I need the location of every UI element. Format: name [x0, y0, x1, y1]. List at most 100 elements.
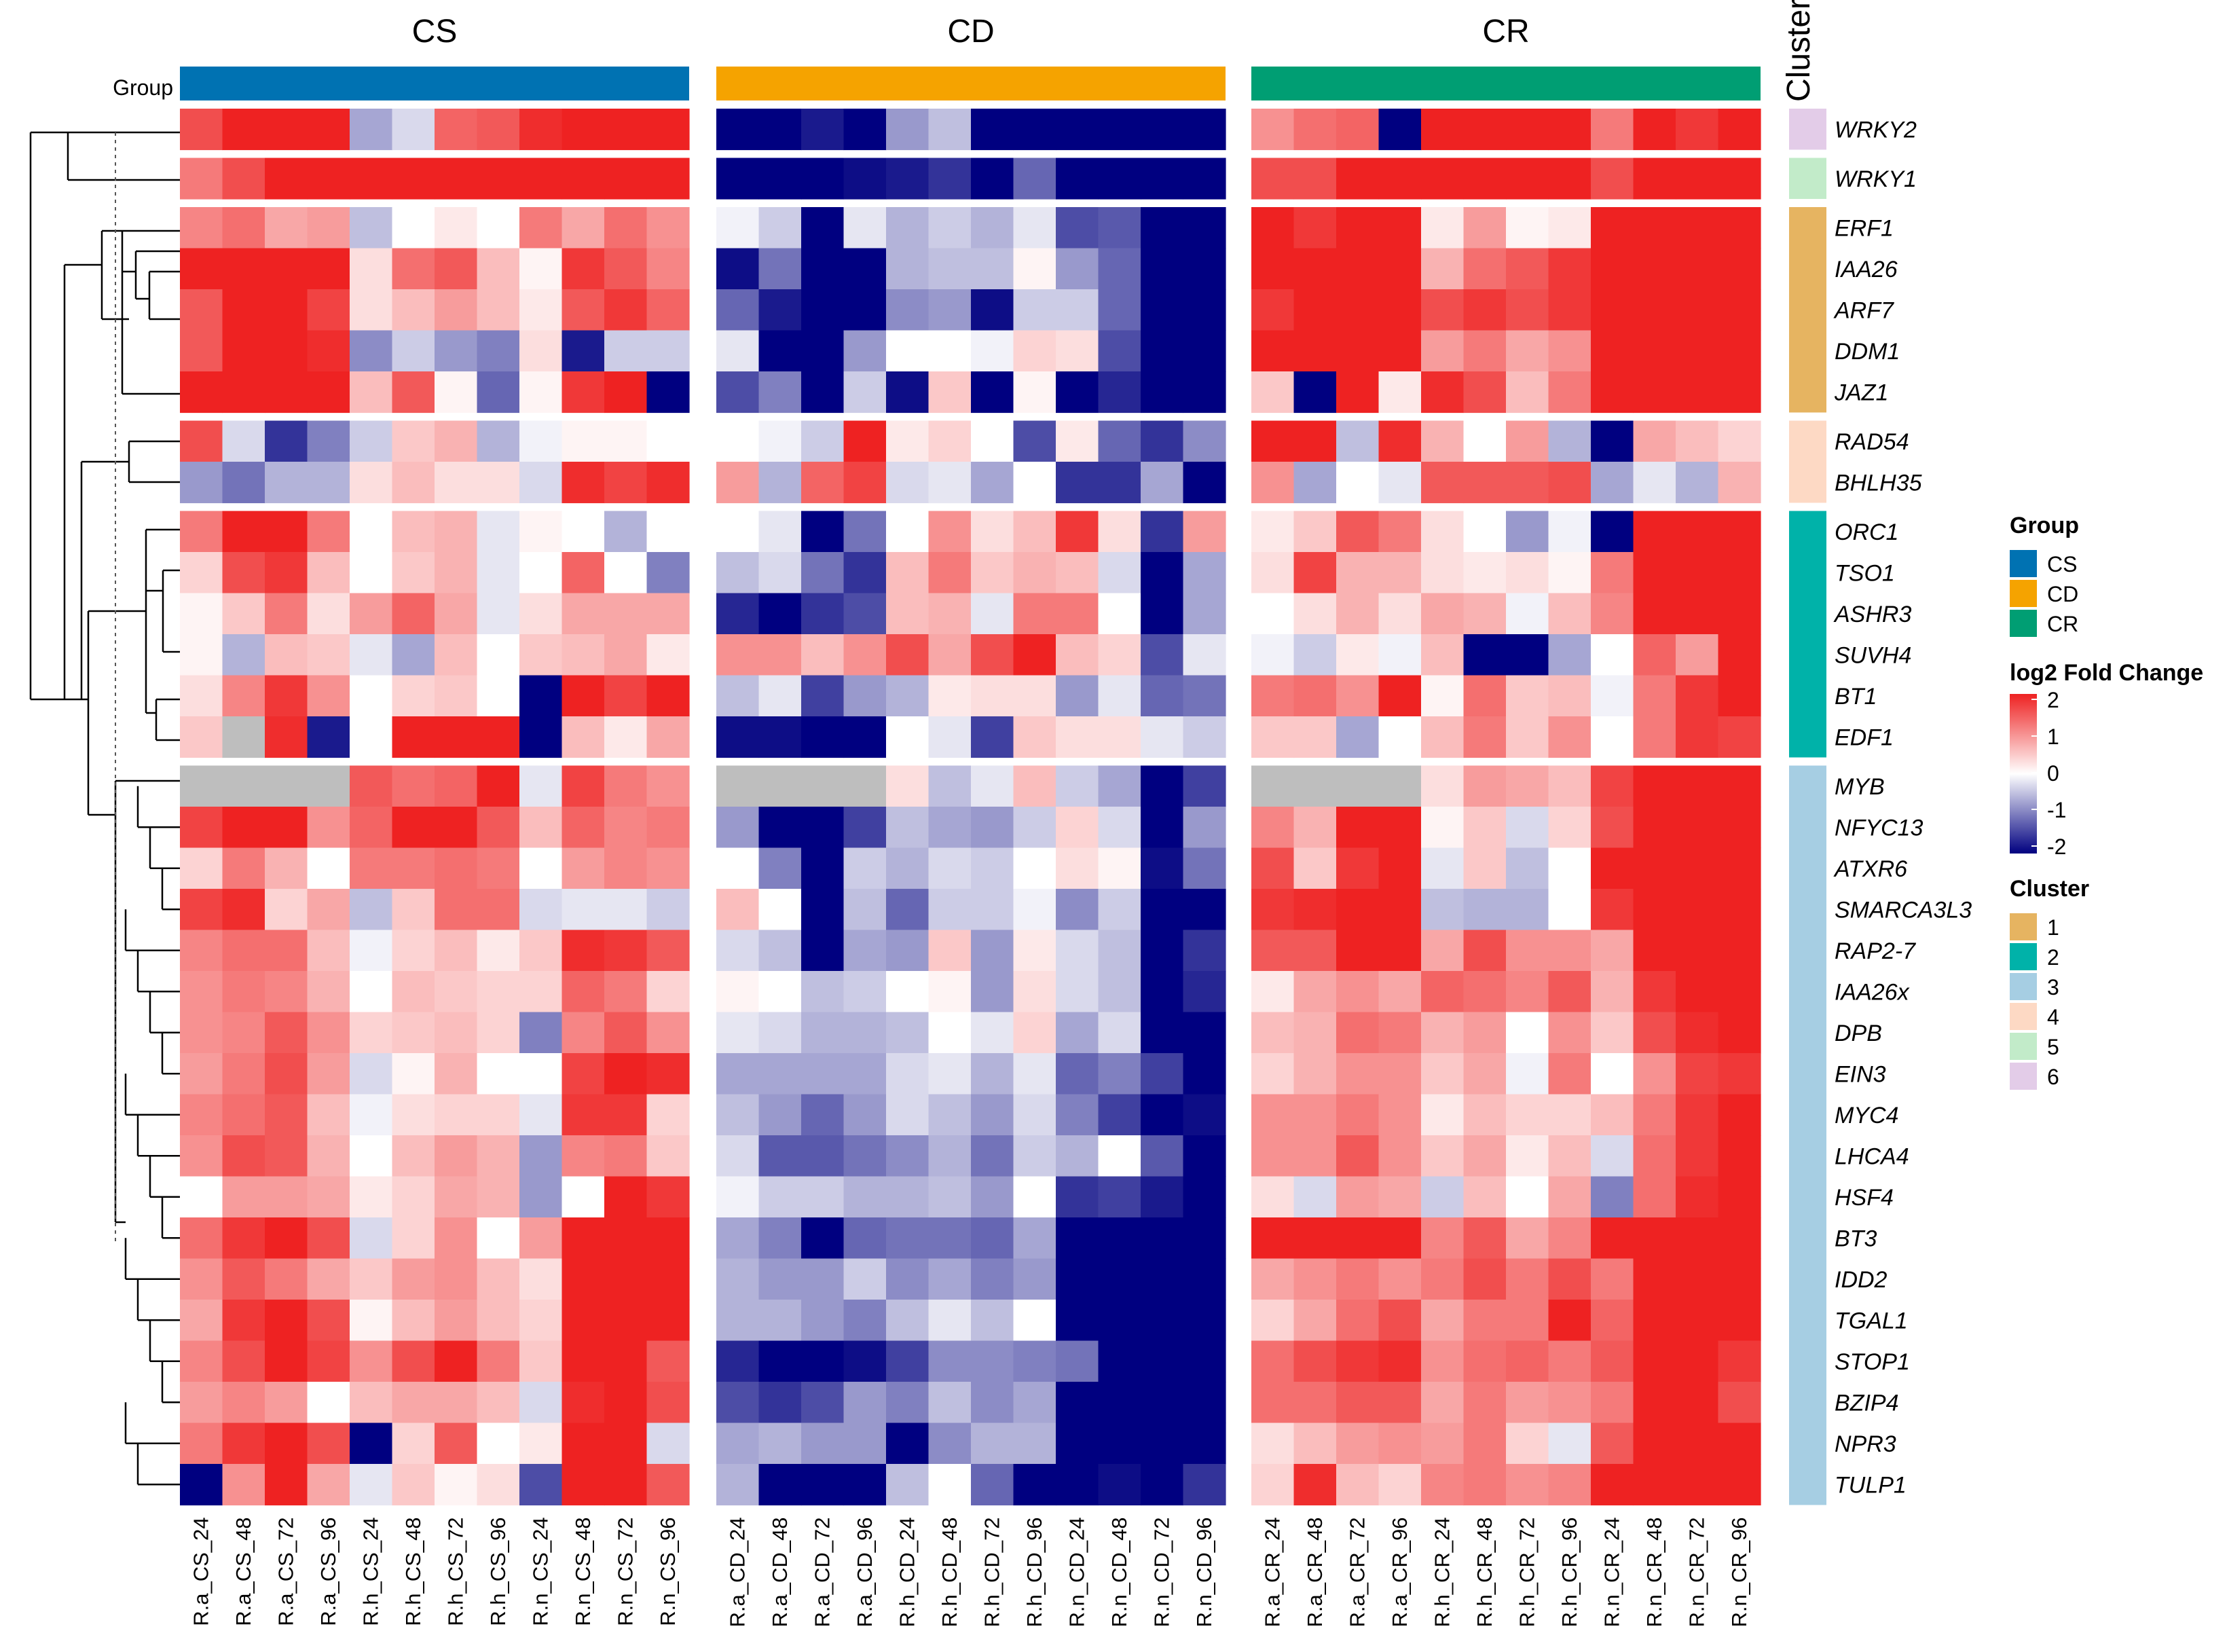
cell-MYC4-R.n_CR_48	[1633, 1094, 1676, 1136]
cell-LHCA4-R.h_CS_24	[350, 1135, 393, 1177]
cell-IDD2-R.h_CR_96	[1548, 1258, 1591, 1300]
col-label-R.a_CR_72: R.a_CR_72	[1345, 1518, 1369, 1628]
cell-JAZ1-R.n_CR_24	[1591, 371, 1634, 414]
legend-group-label-CS: CS	[2047, 552, 2077, 576]
cell-HSF4-R.a_CR_24	[1251, 1176, 1295, 1218]
cell-RAD54-R.a_CS_48	[222, 420, 265, 462]
cell-TULP1-R.h_CS_72	[435, 1464, 478, 1506]
cell-MYB-R.h_CR_48	[1463, 765, 1507, 807]
row-label-TULP1: TULP1	[1835, 1472, 1907, 1498]
cell-BHLH35-R.a_CS_72	[265, 462, 308, 504]
cell-TGAL1-R.a_CD_96	[843, 1300, 887, 1342]
cell-WRKY2-R.a_CR_72	[1336, 109, 1380, 151]
cell-BZIP4-R.n_CR_96	[1718, 1382, 1761, 1424]
cell-BHLH35-R.h_CS_72	[435, 462, 478, 504]
group-label: Group	[113, 75, 173, 100]
cell-BT1-R.a_CR_24	[1251, 675, 1295, 717]
cell-DPB-R.a_CS_72	[265, 1012, 308, 1054]
cell-BZIP4-R.n_CD_72	[1141, 1382, 1184, 1424]
cell-TSO1-R.a_CD_96	[843, 552, 887, 594]
cell-TGAL1-R.n_CR_72	[1676, 1300, 1719, 1342]
cell-ASHR3-R.a_CD_48	[758, 593, 802, 635]
cell-IAA26x-R.h_CD_96	[1013, 971, 1056, 1013]
cell-WRKY2-R.a_CD_48	[758, 109, 802, 151]
cell-SUVH4-R.n_CS_96	[646, 634, 690, 676]
cell-TSO1-R.a_CS_72	[265, 552, 308, 594]
cell-SUVH4-R.h_CR_24	[1421, 634, 1465, 676]
cell-LHCA4-R.n_CS_24	[519, 1135, 563, 1177]
cell-HSF4-R.a_CR_48	[1293, 1176, 1337, 1218]
cell-WRKY1-R.n_CD_96	[1183, 158, 1226, 200]
cell-WRKY1-R.a_CR_72	[1336, 158, 1380, 200]
cell-EDF1-R.a_CD_96	[843, 716, 887, 758]
cell-ARF7-R.n_CR_96	[1718, 289, 1761, 331]
cell-DPB-R.n_CD_48	[1098, 1012, 1141, 1054]
cell-MYB-R.a_CD_72	[801, 765, 845, 807]
cell-DPB-R.a_CD_48	[758, 1012, 802, 1054]
cell-IAA26-R.h_CD_24	[886, 248, 930, 290]
cell-IAA26x-R.h_CD_72	[971, 971, 1014, 1013]
cell-NPR3-R.h_CR_24	[1421, 1422, 1465, 1465]
cell-RAD54-R.a_CD_96	[843, 420, 887, 462]
cell-TGAL1-R.n_CR_96	[1718, 1300, 1761, 1342]
cell-TSO1-R.h_CR_48	[1463, 552, 1507, 594]
col-label-R.h_CS_48: R.h_CS_48	[401, 1518, 425, 1626]
cell-TULP1-R.a_CR_48	[1293, 1464, 1337, 1506]
cell-JAZ1-R.n_CR_96	[1718, 371, 1761, 414]
cell-HSF4-R.a_CD_96	[843, 1176, 887, 1218]
cell-SMARCA3L3-R.n_CS_48	[562, 889, 605, 931]
cell-NPR3-R.n_CR_24	[1591, 1422, 1634, 1465]
cell-BT3-R.a_CD_48	[758, 1217, 802, 1260]
cell-IDD2-R.n_CS_96	[646, 1258, 690, 1300]
cell-TGAL1-R.n_CS_96	[646, 1300, 690, 1342]
cell-HSF4-R.a_CS_96	[307, 1176, 350, 1218]
cell-EDF1-R.n_CD_96	[1183, 716, 1226, 758]
col-label-R.n_CD_72: R.n_CD_72	[1149, 1518, 1173, 1628]
cell-IDD2-R.h_CR_48	[1463, 1258, 1507, 1300]
cell-JAZ1-R.a_CD_96	[843, 371, 887, 414]
cell-NPR3-R.n_CS_48	[562, 1422, 605, 1465]
cell-BZIP4-R.n_CD_96	[1183, 1382, 1226, 1424]
cell-TULP1-R.h_CD_72	[971, 1464, 1014, 1506]
cell-ERF1-R.n_CR_72	[1676, 207, 1719, 249]
cell-NPR3-R.a_CD_96	[843, 1422, 887, 1465]
cell-SMARCA3L3-R.a_CR_72	[1336, 889, 1380, 931]
cell-BT3-R.h_CS_72	[435, 1217, 478, 1260]
cell-SMARCA3L3-R.a_CR_48	[1293, 889, 1337, 931]
legend-cluster-label-3: 3	[2047, 975, 2059, 999]
cell-TULP1-R.n_CR_72	[1676, 1464, 1719, 1506]
cell-HSF4-R.n_CR_48	[1633, 1176, 1676, 1218]
group-bar-CD	[716, 67, 1226, 100]
cell-TSO1-R.a_CS_48	[222, 552, 265, 594]
cell-TGAL1-R.n_CR_24	[1591, 1300, 1634, 1342]
cell-IDD2-R.h_CS_72	[435, 1258, 478, 1300]
cell-STOP1-R.a_CR_48	[1293, 1340, 1337, 1382]
cell-BHLH35-R.n_CD_48	[1098, 462, 1141, 504]
row-label-RAP2-7: RAP2-7	[1835, 938, 1916, 964]
cell-BT1-R.h_CS_24	[350, 675, 393, 717]
cell-BZIP4-R.n_CR_48	[1633, 1382, 1676, 1424]
cell-IAA26-R.n_CD_96	[1183, 248, 1226, 290]
cell-SMARCA3L3-R.a_CD_96	[843, 889, 887, 931]
cell-DDM1-R.h_CD_48	[928, 330, 972, 372]
cell-BHLH35-R.n_CS_24	[519, 462, 563, 504]
cell-ERF1-R.n_CR_48	[1633, 207, 1676, 249]
cell-HSF4-R.h_CS_96	[477, 1176, 520, 1218]
cell-SUVH4-R.n_CD_72	[1141, 634, 1184, 676]
cell-TULP1-R.a_CR_24	[1251, 1464, 1295, 1506]
legend-colorbar	[2010, 694, 2037, 853]
cell-BZIP4-R.a_CR_72	[1336, 1382, 1380, 1424]
cell-MYB-R.h_CS_48	[392, 765, 435, 807]
cell-IDD2-R.a_CR_48	[1293, 1258, 1337, 1300]
col-label-R.a_CR_96: R.a_CR_96	[1388, 1518, 1412, 1628]
cell-HSF4-R.h_CR_24	[1421, 1176, 1465, 1218]
cell-ERF1-R.h_CD_24	[886, 207, 930, 249]
cell-DPB-R.n_CS_48	[562, 1012, 605, 1054]
cell-ATXR6-R.n_CD_72	[1141, 847, 1184, 889]
cell-NPR3-R.n_CS_96	[646, 1422, 690, 1465]
cell-ASHR3-R.n_CD_96	[1183, 593, 1226, 635]
cell-DDM1-R.a_CR_48	[1293, 330, 1337, 372]
cell-IAA26-R.h_CS_72	[435, 248, 478, 290]
group-title-CR: CR	[1482, 14, 1529, 50]
cell-MYC4-R.a_CD_48	[758, 1094, 802, 1136]
